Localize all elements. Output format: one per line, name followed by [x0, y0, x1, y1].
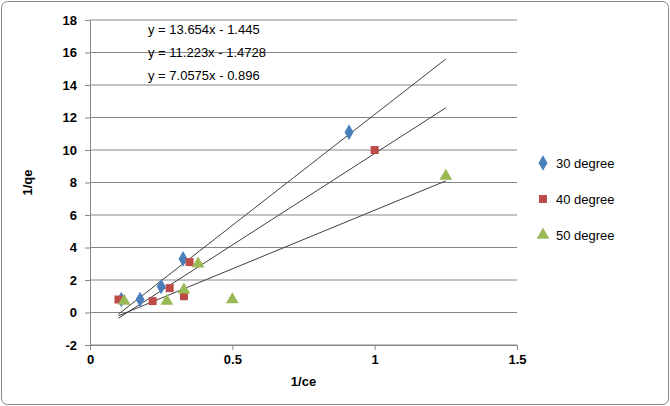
y-tick: 8 [70, 175, 90, 190]
y-tick-mark [85, 313, 90, 314]
y-tick-mark [85, 53, 90, 54]
y-tick-label: 8 [70, 175, 77, 190]
x-tick-label: 1.5 [508, 352, 526, 367]
plot-marks [114, 59, 452, 318]
grid-line [90, 312, 517, 313]
y-tick-label: 4 [70, 240, 78, 255]
y-tick-label: 10 [63, 143, 77, 158]
x-axis-line [91, 346, 518, 351]
y-tick: 18 [63, 13, 90, 28]
y-tick: -2 [65, 338, 90, 353]
x-axis: 0 0.5 1 1.5 [87, 345, 527, 367]
y-tick-mark [85, 248, 90, 249]
x-tick: 0.5 [224, 345, 242, 367]
x-tick-label: 0.5 [224, 352, 242, 367]
y-tick: 6 [70, 208, 90, 223]
y-tick-mark [85, 280, 90, 281]
x-tick-mark [232, 345, 233, 350]
point [157, 279, 166, 295]
x-tick-label: 1 [372, 352, 379, 367]
y-tick-label: 16 [63, 45, 77, 60]
series [114, 146, 378, 305]
x-tick-mark [375, 345, 376, 350]
point [118, 294, 131, 305]
point [178, 282, 191, 293]
x-tick-label: 0 [87, 352, 94, 367]
y-tick: 14 [63, 78, 90, 93]
point [166, 284, 174, 292]
series [117, 124, 354, 307]
x-tick: 0 [87, 345, 94, 367]
grid-line [90, 85, 517, 86]
y-tick-label: 6 [70, 208, 77, 223]
legend: 30 degree 40 degree 50 degree [537, 155, 615, 243]
y-tick-mark [85, 85, 90, 86]
y-tick-label: 14 [63, 78, 78, 93]
point [192, 256, 205, 267]
y-tick-mark [85, 118, 90, 119]
legend-marker [539, 195, 547, 203]
point [439, 169, 452, 180]
y-tick-mark [85, 183, 90, 184]
point [186, 258, 194, 266]
y-axis-line [85, 21, 91, 346]
y-tick: 12 [63, 110, 90, 125]
y-axis: -2 0 2 4 6 8 10 12 14 16 18 [63, 13, 91, 353]
point [226, 292, 239, 303]
point [149, 297, 157, 305]
x-tick-mark [517, 345, 518, 350]
grid-line [90, 150, 517, 151]
grid-line [90, 117, 517, 118]
trendline [118, 181, 445, 316]
annotations: y = 13.654x - 1.445 y = 11.223x - 1.4728 y… [148, 22, 266, 83]
legend-label: 30 degree [556, 156, 615, 171]
grid [90, 20, 517, 345]
legend-marker [537, 228, 550, 239]
y-tick-label: 12 [63, 110, 77, 125]
grid-line [90, 20, 517, 21]
y-tick-label: 0 [70, 305, 77, 320]
legend-label: 50 degree [556, 228, 615, 243]
y-tick-label: -2 [65, 338, 77, 353]
y-tick: 10 [63, 143, 90, 158]
grid-line [90, 215, 517, 216]
grid-line [90, 247, 517, 248]
point [345, 124, 354, 140]
y-tick-mark [85, 215, 90, 216]
y-tick-label: 2 [70, 273, 77, 288]
y-tick: 4 [70, 240, 90, 255]
legend-label: 40 degree [556, 192, 615, 207]
y-tick: 16 [63, 45, 90, 60]
chart: -2 0 2 4 6 8 10 12 14 16 18 0 0.5 1 1.5 1/ce 1/qe y = 13.… [0, 0, 670, 406]
point [371, 146, 379, 154]
trendline [118, 108, 445, 318]
y-tick-label: 18 [63, 13, 77, 28]
trendline [118, 59, 445, 314]
equation: y = 11.223x - 1.4728 [148, 45, 266, 60]
x-tick: 1 [372, 345, 379, 367]
chart-border [2, 2, 669, 405]
y-tick-mark [85, 345, 90, 346]
y-tick: 0 [70, 305, 90, 320]
x-tick-mark [90, 345, 91, 350]
point [161, 294, 174, 305]
point [136, 292, 145, 308]
equation: y = 7.0575x - 0.896 [148, 68, 260, 83]
equation: y = 13.654x - 1.445 [148, 22, 260, 37]
y-tick-mark [85, 150, 90, 151]
y-axis-title: 1/qe [20, 169, 35, 195]
grid-line [90, 182, 517, 183]
legend-marker [539, 155, 548, 171]
y-tick: 2 [70, 273, 90, 288]
x-axis-title: 1/ce [291, 374, 316, 389]
x-tick: 1.5 [508, 345, 526, 367]
grid-line [90, 280, 517, 281]
y-tick-mark [85, 20, 90, 21]
point [180, 292, 188, 300]
series [118, 169, 452, 305]
